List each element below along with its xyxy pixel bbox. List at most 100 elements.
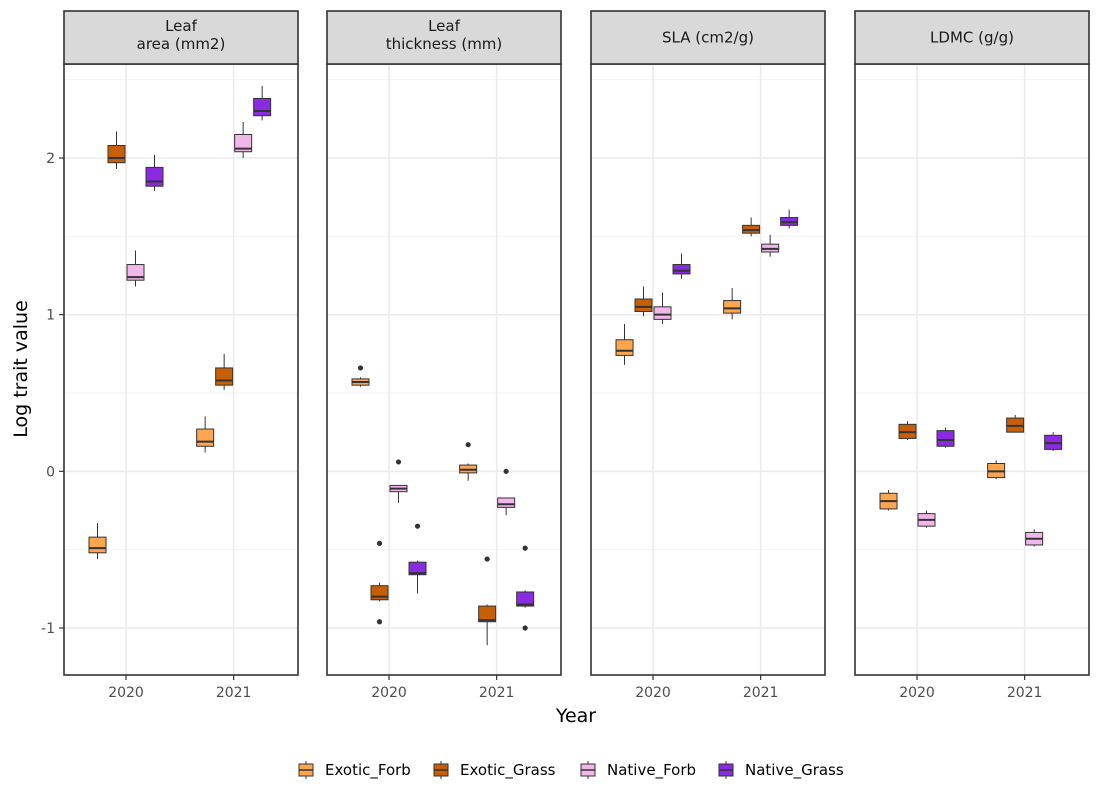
x-axis-title: Year <box>555 705 596 727</box>
outlier-point <box>522 625 528 631</box>
facet-title: area (mm2) <box>137 35 226 53</box>
box-body <box>497 497 516 508</box>
panel-background <box>855 64 1089 675</box>
panel-background <box>64 64 298 675</box>
x-tick-label: 2020 <box>899 685 935 701</box>
facet-title: Leaf <box>428 17 461 35</box>
box-native-forb <box>497 468 516 516</box>
box-body <box>723 300 742 314</box>
box-body <box>672 264 691 275</box>
box-body <box>478 605 497 623</box>
x-tick-label: 2020 <box>108 685 144 701</box>
box-exotic-forb <box>88 523 107 560</box>
x-tick-label: 2021 <box>743 685 779 701</box>
box-body <box>234 134 253 153</box>
box-body <box>516 591 535 607</box>
box-exotic-forb <box>196 416 215 453</box>
box-exotic-grass <box>898 421 917 440</box>
panel-background <box>327 64 561 675</box>
box-exotic-forb <box>987 460 1006 480</box>
box-exotic-grass <box>107 131 126 169</box>
box-native-grass <box>253 85 272 121</box>
facet-strip <box>854 10 1090 65</box>
outlier-point <box>414 523 421 529</box>
box-native-grass <box>780 209 799 229</box>
y-tick-label: 0 <box>46 464 55 480</box>
outlier-point <box>376 619 383 625</box>
y-tick-label: 2 <box>46 151 55 167</box>
box-body <box>653 306 672 320</box>
box-native-forb <box>126 250 145 287</box>
y-axis: -1 0 1 2 <box>41 151 64 637</box>
y-axis-title: Log trait value <box>10 300 32 438</box>
box-exotic-forb <box>459 442 478 481</box>
y-tick-label: 1 <box>46 308 55 324</box>
legend-item: Native_Forb <box>580 761 696 780</box>
facet-title: thickness (mm) <box>386 35 503 53</box>
box-exotic-forb <box>615 324 634 365</box>
box-body <box>370 585 389 601</box>
outlier-point <box>503 468 509 474</box>
box-body <box>615 339 634 356</box>
box-body <box>215 367 234 386</box>
box-native-grass <box>1044 432 1063 451</box>
box-body <box>107 144 126 164</box>
panel-background <box>591 64 825 675</box>
outlier-point <box>395 459 402 465</box>
y-tick-label: -1 <box>41 621 55 637</box>
box-body <box>408 561 427 576</box>
outlier-point <box>376 540 383 547</box>
legend-label: Exotic_Forb <box>325 761 411 780</box>
box-native-grass <box>936 427 955 448</box>
box-exotic-forb <box>351 365 370 387</box>
x-tick-label: 2020 <box>635 685 671 701</box>
legend-item: Exotic_Forb <box>298 761 411 780</box>
facet-panel: LDMC (g/g) 2020 2021 <box>854 10 1090 701</box>
facet-title: Leaf <box>165 17 198 35</box>
box-body <box>88 536 107 554</box>
box-native-grass <box>145 154 164 191</box>
box-native-grass <box>408 523 427 594</box>
box-native-forb <box>917 510 936 528</box>
box-exotic-forb <box>879 490 898 511</box>
facet-strip <box>63 10 299 65</box>
outlier-point <box>357 365 364 371</box>
box-native-grass <box>672 253 691 279</box>
legend-item: Native_Grass <box>718 761 844 780</box>
box-native-forb <box>389 459 408 503</box>
outlier-point <box>484 556 490 562</box>
box-native-forb <box>1025 529 1044 547</box>
box-exotic-grass <box>370 540 389 625</box>
legend-label: Native_Forb <box>607 761 696 780</box>
box-exotic-grass <box>1006 414 1025 433</box>
box-native-forb <box>653 292 672 325</box>
box-body <box>634 298 653 313</box>
box-native-forb <box>761 234 780 257</box>
x-tick-label: 2021 <box>479 685 515 701</box>
legend-label: Exotic_Grass <box>460 761 556 780</box>
outlier-point <box>465 442 471 448</box>
box-body <box>145 166 164 187</box>
facet-strip <box>590 10 826 65</box>
box-exotic-grass <box>742 217 761 237</box>
box-exotic-grass <box>478 556 497 646</box>
box-exotic-grass <box>215 353 234 390</box>
box-native-forb <box>234 121 253 158</box>
box-native-grass <box>516 545 535 631</box>
x-tick-label: 2021 <box>1007 685 1043 701</box>
box-body <box>253 97 272 117</box>
box-body <box>196 428 215 447</box>
facet-panel: SLA (cm2/g) 2020 2021 <box>590 10 826 701</box>
outlier-point <box>522 545 528 551</box>
facet-title: LDMC (g/g) <box>930 29 1014 47</box>
box-body <box>936 430 955 447</box>
legend-item: Exotic_Grass <box>433 761 556 780</box>
facet-strip <box>326 10 562 65</box>
box-exotic-forb <box>723 288 742 320</box>
x-tick-label: 2020 <box>371 685 407 701</box>
facet-title: SLA (cm2/g) <box>662 29 754 47</box>
x-tick-label: 2021 <box>216 685 252 701</box>
